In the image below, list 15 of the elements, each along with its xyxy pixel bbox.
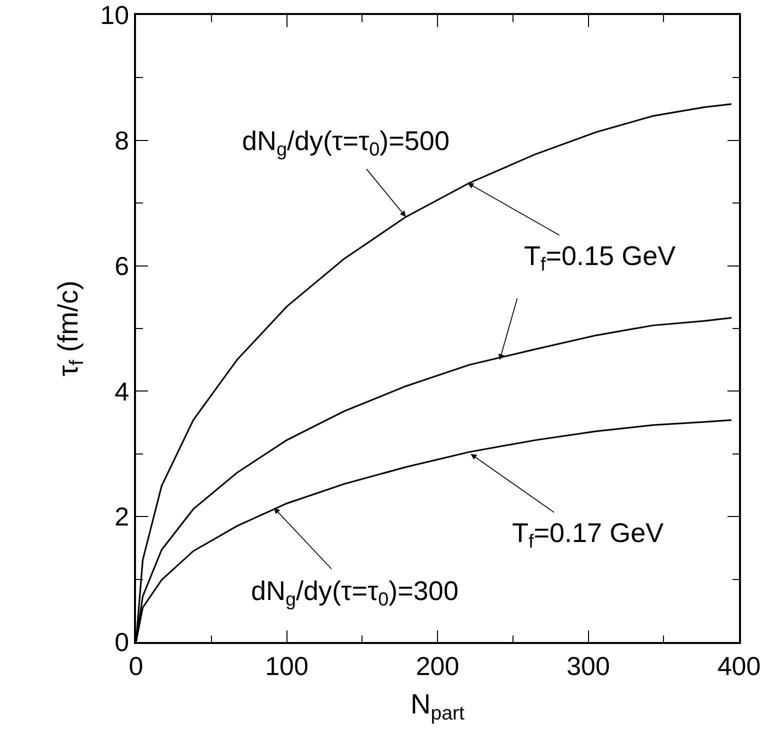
annotation: dN$_{g}$/dy(τ=τ$_{0}$)=300: [251, 576, 458, 611]
x-tick-label: 400: [717, 650, 761, 681]
annotation: dN$_{g}$/dy(τ=τ$_{0}$)=500: [242, 126, 450, 161]
x-tick-label: 200: [416, 650, 460, 681]
y-tick-label: 0: [114, 627, 130, 658]
x-axis-title: N$_{part}$: [410, 688, 466, 724]
x-tick-label: 300: [566, 650, 610, 681]
annotation: T$_{f}$=0.17 GeV: [512, 518, 664, 553]
y-tick-label: 10: [100, 0, 130, 30]
y-tick-label: 4: [114, 376, 130, 406]
annotation: T$_{f}$=0.15 GeV: [524, 241, 676, 276]
x-tick-label: 100: [265, 650, 308, 681]
y-tick-label: 6: [114, 250, 130, 281]
y-tick-label: 2: [114, 502, 130, 532]
y-tick-label: 8: [114, 126, 130, 156]
